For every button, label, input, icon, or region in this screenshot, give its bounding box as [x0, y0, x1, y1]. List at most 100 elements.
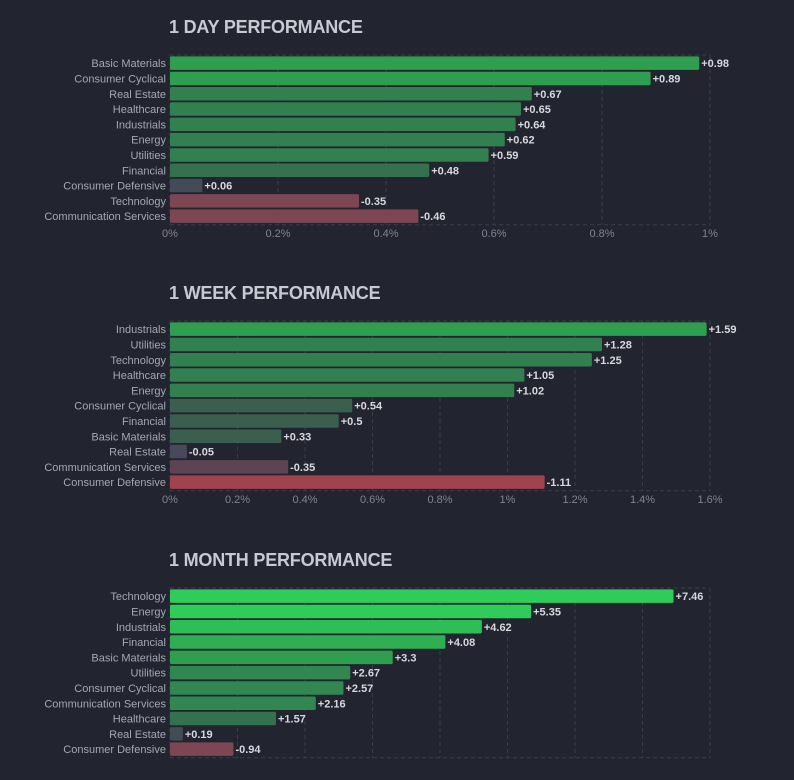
- value-label: +0.06: [204, 181, 232, 193]
- bar: [170, 589, 674, 603]
- bar: [170, 444, 187, 459]
- category-label: Financial: [122, 637, 166, 649]
- x-tick-label: 0%: [162, 494, 178, 506]
- bar: [170, 665, 351, 680]
- bar: [170, 696, 316, 710]
- x-tick-label: 0.2%: [265, 228, 290, 240]
- value-label: -0.35: [361, 196, 386, 208]
- bar: [170, 209, 419, 223]
- x-tick-label: 0.6%: [481, 228, 506, 240]
- bar: [170, 71, 651, 86]
- category-label: Consumer Cyclical: [74, 73, 166, 85]
- bar: [170, 383, 515, 398]
- value-label: +2.16: [318, 698, 346, 710]
- bar-chart-1-week: 0% 0.2% 0.4% 0.6% 0.8% 1% 1.2% 1.4% 1.6% Industri…: [44, 320, 737, 506]
- bar: [170, 337, 602, 352]
- value-label: +0.89: [653, 73, 681, 85]
- category-label: Technology: [110, 355, 166, 367]
- bar: [170, 429, 282, 443]
- category-label: Utilities: [131, 339, 167, 351]
- bar: [170, 178, 203, 193]
- category-label: Energy: [131, 385, 166, 397]
- bar: [170, 727, 183, 741]
- bar: [170, 475, 545, 489]
- value-label: +0.59: [491, 150, 519, 162]
- value-label: +3.3: [395, 652, 417, 664]
- category-label: Industrials: [116, 622, 167, 634]
- category-label: Real Estate: [109, 447, 166, 459]
- bar: [170, 194, 359, 208]
- bar: [170, 620, 482, 634]
- value-label: +7.46: [676, 591, 704, 603]
- chart-title: 1 WEEK PERFORMANCE: [169, 283, 381, 303]
- category-label: Real Estate: [109, 89, 166, 101]
- bar: [170, 368, 525, 382]
- value-label: +5.35: [533, 606, 561, 618]
- bar: [170, 102, 521, 116]
- chart-title: 1 DAY PERFORMANCE: [169, 17, 363, 37]
- bar: [170, 132, 505, 147]
- category-label: Industrials: [116, 324, 167, 336]
- value-label: +2.57: [345, 683, 373, 695]
- x-tick-label: 1.4%: [630, 494, 655, 506]
- category-label: Basic Materials: [91, 58, 166, 70]
- value-label: +0.19: [185, 729, 213, 741]
- bar: [170, 635, 446, 649]
- category-label: Utilities: [131, 150, 167, 162]
- value-label: +1.59: [709, 324, 737, 336]
- value-label: +0.54: [354, 401, 383, 413]
- category-label: Basic Materials: [91, 652, 166, 664]
- value-label: +1.28: [604, 339, 632, 351]
- category-label: Technology: [110, 196, 166, 208]
- bar: [170, 353, 592, 367]
- value-label: -0.35: [290, 462, 315, 474]
- chart-title: 1 MONTH PERFORMANCE: [169, 550, 393, 570]
- category-label: Healthcare: [113, 104, 166, 116]
- category-label: Consumer Cyclical: [74, 401, 166, 413]
- x-tick-label: 1.6%: [697, 494, 722, 506]
- category-label: Communication Services: [44, 211, 166, 223]
- category-label: Energy: [131, 135, 166, 147]
- x-tick-label: 0.4%: [292, 494, 317, 506]
- value-label: +0.5: [341, 416, 363, 428]
- bar-chart-1-day: 0% 0.2% 0.4% 0.6% 0.8% 1% Basic Materials +0.98…: [44, 54, 729, 240]
- category-label: Consumer Defensive: [63, 181, 166, 193]
- x-tick-label: 0.6%: [360, 494, 385, 506]
- bar: [170, 681, 344, 695]
- bar: [170, 460, 289, 474]
- value-label: +0.48: [431, 165, 459, 177]
- bar: [170, 650, 393, 665]
- bar: [170, 711, 276, 726]
- category-label: Utilities: [131, 668, 167, 680]
- bar: [170, 322, 707, 336]
- value-label: +1.02: [516, 385, 544, 397]
- bar: [170, 56, 700, 70]
- value-label: +0.33: [283, 431, 311, 443]
- value-label: +0.67: [534, 89, 562, 101]
- category-label: Consumer Cyclical: [74, 683, 166, 695]
- value-label: +2.67: [352, 668, 380, 680]
- category-label: Financial: [122, 165, 166, 177]
- category-label: Consumer Defensive: [63, 477, 166, 489]
- value-label: -0.46: [420, 211, 445, 223]
- bar: [170, 604, 532, 619]
- value-label: +0.62: [507, 135, 535, 147]
- value-label: +1.57: [278, 714, 306, 726]
- value-label: +0.98: [701, 58, 729, 70]
- bar: [170, 414, 339, 428]
- category-label: Financial: [122, 416, 166, 428]
- category-label: Real Estate: [109, 729, 166, 741]
- x-tick-label: 0.8%: [427, 494, 452, 506]
- value-label: +1.05: [526, 370, 554, 382]
- x-tick-label: 1%: [702, 228, 718, 240]
- category-label: Communication Services: [44, 462, 166, 474]
- value-label: -0.05: [189, 447, 214, 459]
- bar-chart-1-month: Technology +7.46 Energy +5.35 Industrials +4.…: [44, 587, 711, 759]
- bar: [170, 148, 489, 162]
- category-label: Communication Services: [44, 698, 166, 710]
- value-label: -0.94: [235, 744, 261, 756]
- category-label: Technology: [110, 591, 166, 603]
- bar: [170, 117, 516, 132]
- x-tick-label: 0%: [162, 228, 178, 240]
- x-tick-label: 0.2%: [225, 494, 250, 506]
